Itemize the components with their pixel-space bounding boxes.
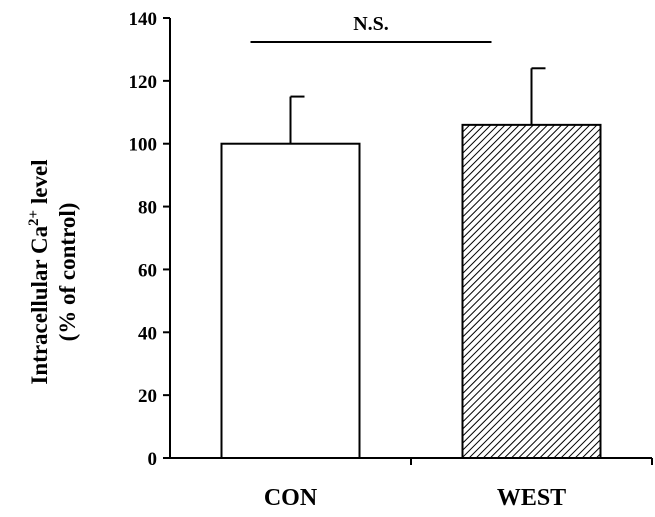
y-tick-label: 80 (138, 198, 157, 219)
x-tick-label-con: CON (264, 485, 318, 511)
bars (220, 123, 602, 459)
svg-text:Intracellular Ca2+ level: Intracellular Ca2+ level (26, 159, 52, 384)
y-axis-title-line2: (% of control) (55, 203, 80, 342)
y-axis-title: Intracellular Ca2+ level (% of control) (26, 159, 80, 384)
y-axis-title-line1: Intracellular Ca (27, 225, 52, 384)
y-tick-label: 60 (138, 260, 157, 281)
error-bars (289, 67, 546, 144)
y-tick-label: 40 (138, 323, 157, 344)
y-tick-label: 120 (129, 72, 158, 93)
bar-con (220, 142, 361, 459)
y-axis-title-line1-end: level (27, 159, 52, 209)
y-axis-title-superscript: 2+ (26, 210, 42, 226)
x-tick-label-west: WEST (497, 485, 566, 511)
y-tick-label: 100 (129, 135, 158, 156)
x-tick-labels: CON WEST (264, 485, 566, 511)
y-ticks: 0 20 40 60 80 100 120 140 (129, 9, 170, 470)
significance-label: N.S. (353, 13, 389, 35)
significance-annotation: N.S. (250, 13, 492, 43)
bar-west (461, 123, 602, 459)
y-tick-label: 0 (148, 449, 158, 470)
y-tick-label: 20 (138, 386, 157, 407)
y-tick-label: 140 (129, 9, 158, 30)
